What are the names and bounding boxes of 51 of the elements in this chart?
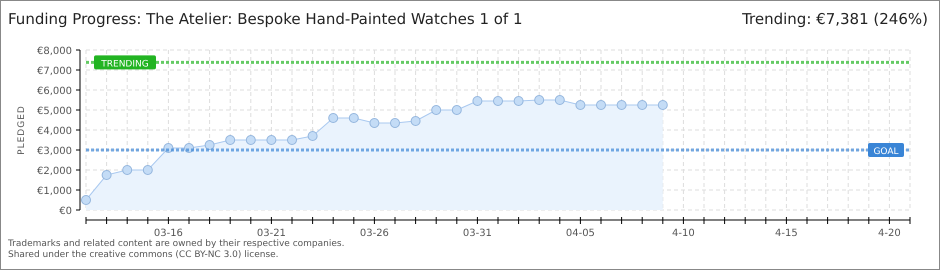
x-tick-label: 4-10 — [672, 228, 695, 239]
y-tick-label: €7,000 — [37, 66, 72, 77]
point — [81, 195, 91, 205]
point — [514, 96, 524, 106]
text: Trademarks and related content are owned by their respective companies. — [7, 239, 344, 249]
y-tick-label: €8,000 — [37, 46, 72, 57]
y-axis-title: PLEDGED — [17, 105, 27, 155]
point — [616, 100, 627, 110]
x-tick-label: 4-15 — [775, 228, 798, 239]
x-tick-label: 03-16 — [154, 228, 183, 239]
point — [534, 95, 544, 105]
point — [554, 95, 565, 105]
y-tick-label: €1,000 — [37, 186, 72, 197]
x-tick-label: 4-20 — [878, 228, 901, 239]
point — [142, 165, 153, 175]
point — [431, 105, 442, 115]
x-tick-label: 03-26 — [360, 228, 389, 239]
point — [472, 96, 482, 106]
point — [287, 135, 297, 145]
y-tick-label: €3,000 — [37, 146, 72, 157]
ref-line-label: TRENDING — [100, 59, 149, 70]
y-tick-label: €2,000 — [37, 166, 72, 177]
point — [452, 105, 462, 115]
point — [390, 118, 400, 128]
x-tick-label: 03-31 — [462, 228, 492, 239]
point — [348, 113, 359, 123]
point — [122, 165, 132, 175]
y-tick-label: €0 — [59, 206, 72, 217]
ref-line-label: GOAL — [873, 147, 899, 157]
point — [246, 135, 256, 145]
point — [637, 100, 648, 110]
point — [658, 100, 668, 110]
text: Shared under the creative commons (CC BY-NC 3.0) license. — [8, 250, 279, 260]
x-tick-label: 03-21 — [256, 228, 286, 239]
chart-title: Funding Progress: The Atelier: Bespoke Hand-Painted Watches 1 of 1 — [8, 10, 523, 28]
point — [410, 116, 421, 126]
point — [308, 131, 318, 141]
point — [575, 100, 586, 110]
point — [266, 135, 276, 145]
x-tick-label: 04-05 — [566, 228, 595, 239]
y-tick-label: €4,000 — [37, 126, 72, 137]
point — [369, 118, 380, 128]
point — [225, 135, 236, 145]
y-tick-label: €5,000 — [37, 106, 72, 117]
text: Trending: €7,381 (246%) — [741, 10, 928, 28]
point — [493, 96, 503, 106]
y-tick-label: €6,000 — [37, 86, 72, 97]
point — [204, 140, 215, 150]
point — [102, 170, 112, 180]
point — [596, 100, 606, 110]
point — [328, 113, 338, 123]
